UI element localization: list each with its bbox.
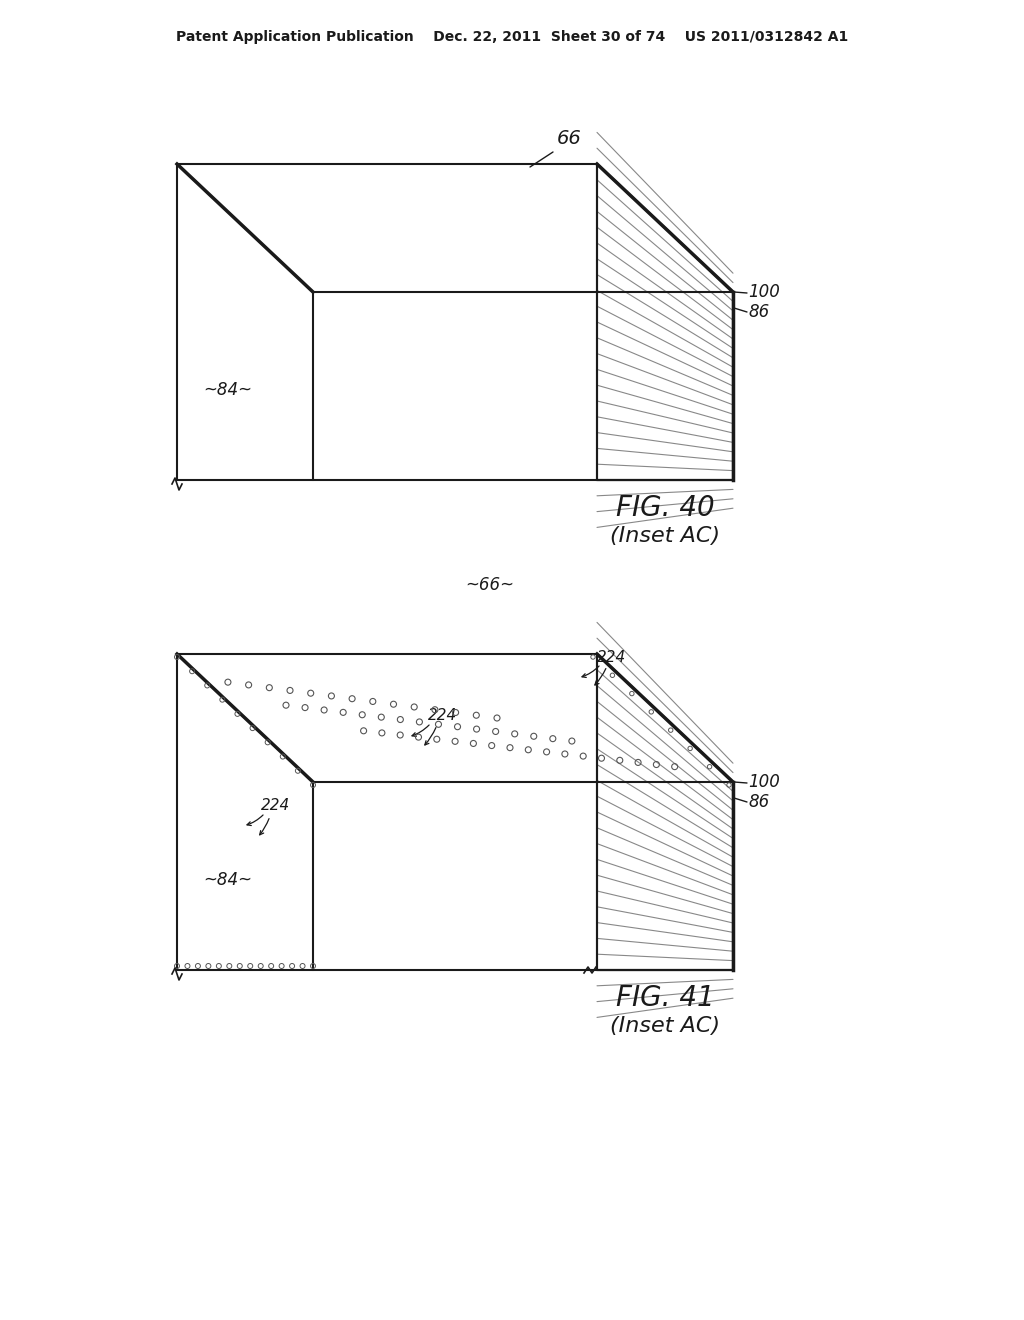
- Text: 224: 224: [261, 799, 291, 813]
- Text: (Inset AC): (Inset AC): [610, 525, 720, 546]
- Polygon shape: [177, 653, 313, 970]
- Polygon shape: [597, 653, 733, 970]
- Polygon shape: [177, 164, 733, 292]
- Polygon shape: [177, 653, 733, 781]
- Text: 100: 100: [748, 282, 780, 301]
- Text: ~84~: ~84~: [204, 871, 253, 888]
- Polygon shape: [313, 781, 733, 970]
- Text: Patent Application Publication    Dec. 22, 2011  Sheet 30 of 74    US 2011/03128: Patent Application Publication Dec. 22, …: [176, 30, 848, 44]
- Text: ~84~: ~84~: [204, 381, 253, 399]
- Text: 100: 100: [748, 774, 780, 791]
- Text: 224: 224: [597, 651, 627, 665]
- Text: 86: 86: [748, 793, 769, 810]
- Text: 86: 86: [748, 304, 769, 321]
- Polygon shape: [597, 164, 733, 480]
- Text: (Inset AC): (Inset AC): [610, 1016, 720, 1036]
- Text: 224: 224: [428, 709, 458, 723]
- Text: FIG. 40: FIG. 40: [615, 494, 715, 521]
- Polygon shape: [313, 292, 733, 480]
- Text: FIG. 41: FIG. 41: [615, 983, 715, 1012]
- Text: 66: 66: [557, 129, 582, 148]
- Polygon shape: [177, 164, 313, 480]
- Text: ~66~: ~66~: [466, 576, 514, 594]
